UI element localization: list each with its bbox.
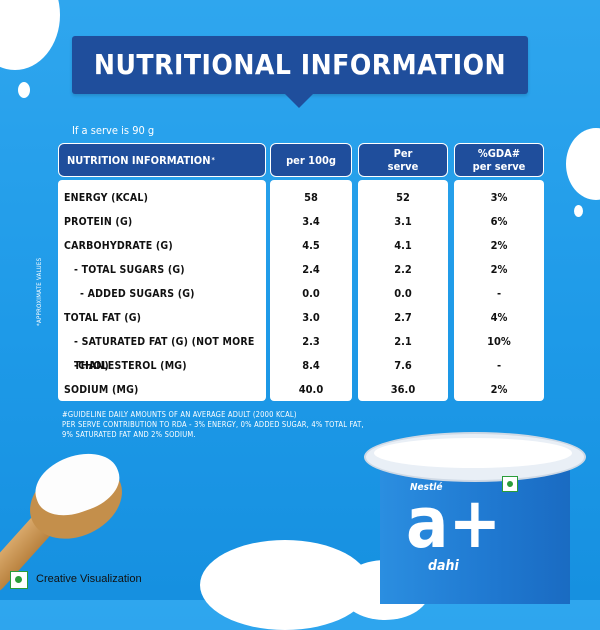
veg-symbol-dot (507, 481, 513, 487)
row-per-100g: 8.4 (302, 359, 320, 372)
row-per-100g: 0.0 (302, 287, 320, 300)
row-label: TOTAL FAT (G) (64, 312, 142, 324)
row-per-100g: 2.4 (302, 263, 320, 276)
row-label: -CHOLESTEROL (MG) (74, 360, 187, 372)
product-cup: Nestlé a+ dahi (362, 424, 586, 604)
row-label: SODIUM (MG) (64, 384, 139, 396)
header-per-100g: per 100g (270, 143, 352, 177)
row-per-serve: 2.2 (394, 263, 412, 276)
row-per-serve: 36.0 (390, 383, 416, 396)
header-mark: * (211, 155, 215, 164)
row-gda: 3% (490, 191, 508, 204)
row-gda: 10% (487, 335, 511, 348)
page-title: NUTRITIONAL INFORMATION (93, 48, 507, 81)
column-gda (454, 180, 544, 401)
row-label: PROTEIN (G) (64, 216, 133, 228)
footnote-rda-2: 9% SATURATED FAT AND 2% SODIUM. (62, 430, 196, 439)
footnote-rda-1: PER SERVE CONTRIBUTION TO RDA - 3% ENERG… (62, 420, 364, 429)
row-label: ENERGY (KCAL) (64, 192, 149, 204)
creative-visualization-note: Creative Visualization (36, 573, 142, 585)
product-brand: Nestlé (410, 482, 443, 493)
row-per-serve: 7.6 (394, 359, 412, 372)
row-label: - TOTAL SUGARS (G) (74, 264, 185, 276)
column-labels (58, 180, 266, 401)
column-per-serve (358, 180, 448, 401)
row-label: CARBOHYDRATE (G) (64, 240, 173, 252)
veg-symbol-icon (502, 476, 518, 492)
column-per-100g (270, 180, 352, 401)
row-per-serve: 3.1 (394, 215, 412, 228)
approximate-values-note: *APPROXIMATE VALUES (36, 257, 43, 326)
banner-pointer (283, 92, 315, 108)
row-label: - ADDED SUGARS (G) (80, 288, 195, 300)
veg-symbol-dot (15, 576, 22, 583)
row-per-serve: 2.1 (394, 335, 412, 348)
row-gda: 6% (490, 215, 508, 228)
row-per-serve: 52 (396, 191, 410, 204)
row-per-serve: 2.7 (394, 311, 412, 324)
row-gda: 2% (490, 239, 508, 252)
row-gda: - (496, 287, 502, 300)
row-gda: 2% (490, 263, 508, 276)
milk-splash-right (566, 128, 600, 200)
serve-size-note: If a serve is 90 g (72, 124, 155, 137)
header-label: NUTRITION INFORMATION (67, 153, 211, 167)
row-per-100g: 58 (304, 191, 318, 204)
row-gda: - (496, 359, 502, 372)
row-label: - SATURATED FAT (G) (NOT MORE THAN) (74, 336, 255, 372)
header-label: Per serve (387, 147, 419, 173)
row-per-100g: 4.5 (302, 239, 320, 252)
row-gda: 4% (490, 311, 508, 324)
cup-lid (374, 438, 572, 468)
row-per-100g: 2.3 (302, 335, 320, 348)
header-label: per 100g (286, 153, 336, 167)
footnote-gda: #GUIDELINE DAILY AMOUNTS OF AN AVERAGE A… (62, 410, 297, 419)
row-per-100g: 40.0 (298, 383, 324, 396)
row-per-serve: 4.1 (394, 239, 412, 252)
milk-splash-top-left (0, 0, 60, 70)
header-label: %GDA# per serve (472, 147, 526, 173)
product-variant: dahi (428, 558, 459, 574)
product-name: a+ (406, 482, 502, 564)
header-gda-per-serve: %GDA# per serve (454, 143, 544, 177)
row-per-serve: 0.0 (394, 287, 412, 300)
row-gda: 2% (490, 383, 508, 396)
milk-splash-right-drop (574, 205, 583, 217)
header-nutrition-information: NUTRITION INFORMATION * (58, 143, 266, 177)
veg-symbol-icon (10, 571, 28, 589)
row-per-100g: 3.0 (302, 311, 320, 324)
title-banner: NUTRITIONAL INFORMATION (72, 36, 528, 94)
header-per-serve: Per serve (358, 143, 448, 177)
milk-splash-top-left-drop (18, 82, 30, 98)
row-per-100g: 3.4 (302, 215, 320, 228)
